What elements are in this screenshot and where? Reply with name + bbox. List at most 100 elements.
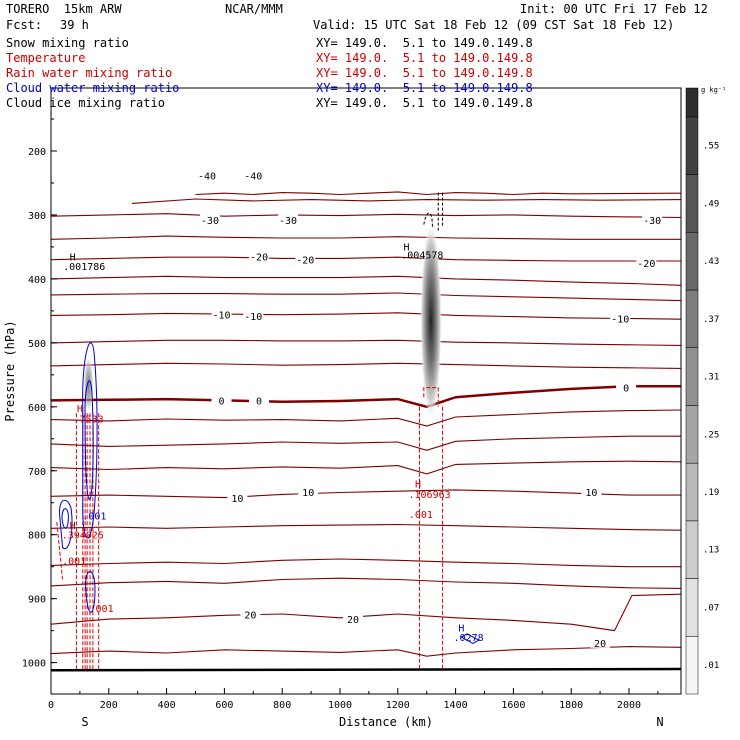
temperature-contour [50,292,682,302]
colorbar-segment [685,578,699,637]
maximum-label: H [403,242,409,253]
temperature-label: 0 [256,396,262,407]
temperature-label: 0 [623,384,629,395]
y-tick-label: 800 [28,531,46,542]
y-tick-label: 900 [28,595,46,606]
maximum-label: H [77,404,83,415]
x-tick-label: 1800 [559,700,583,711]
colorbar-level-label: .19 [703,488,719,498]
temperature-contour [50,577,682,589]
rain-contour [56,521,64,580]
colorbar: .01 .07 .13 .19 .25 .31 .37 .43 .49 .55 g kg⁻¹ [685,86,726,695]
maximum-label: .001 [409,510,433,521]
axes: 0 200 400 600 800 1000 1200 1400 1600 1800 2000200… [3,87,682,729]
temperature-label: -40 [198,171,216,182]
maximum-label: H [70,253,76,264]
temperature-contour [50,339,682,346]
cloud-water-contour [61,508,69,529]
field-name-cloud-water: Cloud water mixing ratio [6,81,180,95]
colorbar-level-label: .37 [703,315,719,325]
maximum-label: .7533 [74,414,104,425]
y-tick-label: 1000 [22,659,46,670]
init-time: Init: 00 UTC Fri 17 Feb 12 [520,2,708,16]
maximum-label: .001 [62,556,86,567]
snow-mixing-ratio-field [83,192,444,421]
colorbar-level-label: .07 [703,603,719,613]
temperature-contour [50,385,681,409]
temperature-contour [50,435,681,451]
colorbar-level-label: .43 [703,257,719,267]
temperature-contour [50,275,682,286]
temperature-contour [195,191,682,196]
temperature-label: -20 [250,253,268,264]
temperature-label: -30 [201,216,219,227]
contour-labels: -40 -40 -30 -30 -30 -20 -20 -20 -10 -10 -10 0 0 0 10 10… [62,169,663,650]
x-tick-label: 200 [100,700,118,711]
field-coords-temperature: XY= 149.0. 5.1 to 149.0.149.8 [316,51,533,65]
x-tick-label: 0 [48,700,54,711]
temperature-contour [50,489,681,499]
temperature-label: 0 [218,396,224,407]
field-coords-cloud-water: XY= 149.0. 5.1 to 149.0.149.8 [316,81,533,95]
snow-core-1300km [420,220,443,421]
maximum-label: .0278 [454,633,484,644]
cloud-water-contour [82,342,98,539]
cloud-water-contours [59,342,480,644]
temperature-contour [50,312,682,320]
field-coords-snow: XY= 149.0. 5.1 to 149.0.149.8 [316,36,533,50]
y-axis-label: Pressure (hPa) [3,320,17,421]
temperature-contour [50,460,682,475]
temperature-contour [50,213,682,219]
x-tick-label: 1200 [386,700,410,711]
cloud-water-contour [84,380,94,501]
temperature-label: 20 [244,611,256,622]
snow-core-130km [83,356,94,413]
field-coords-rain: XY= 149.0. 5.1 to 149.0.149.8 [316,66,533,80]
plot-frame [50,87,682,695]
temperature-contours [50,191,682,672]
field-name-snow: Snow mixing ratio [6,36,129,50]
maximum-label: .394025 [62,531,104,542]
temperature-label: -30 [643,216,661,227]
temperature-contour [50,235,681,240]
temperature-label: 20 [594,639,606,650]
colorbar-segment [685,520,699,579]
temperature-label: -40 [244,171,262,182]
temperature-contour [50,362,682,369]
temperature-contour [50,409,682,427]
y-tick-label: 200 [28,147,46,158]
maximum-label: .001 [90,604,114,615]
north-label: N [656,715,663,729]
x-tick-label: 600 [215,700,233,711]
y-tick-label: 300 [28,211,46,222]
center-label: NCAR/MMM [225,2,283,16]
x-tick-label: 1000 [328,700,352,711]
colorbar-segment [685,405,699,464]
temperature-contour [131,198,682,204]
maximum-label: H [70,521,76,532]
maximum-label: H [458,623,464,634]
temperature-contour [50,256,681,262]
temperature-label: 10 [585,488,597,499]
colorbar-level-label: .49 [703,199,719,209]
colorbar-level-label: .31 [703,373,719,383]
cloud-water-contour [59,499,73,550]
x-tick-label: 400 [158,700,176,711]
cloud-water-contour [460,633,480,644]
y-tick-label: 400 [28,275,46,286]
colorbar-segment [685,116,699,175]
temperature-contour [50,646,682,657]
colorbar-level-label: .55 [703,142,719,152]
colorbar-segment [685,347,699,406]
south-label: S [81,715,88,729]
model-title: TORERO 15km ARW [6,2,122,16]
maximum-label: H [415,480,421,491]
temperature-label: -20 [296,256,314,267]
field-coords-cloud-ice: XY= 149.0. 5.1 to 149.0.149.8 [316,96,533,110]
maximum-label: .004578 [401,251,443,262]
x-tick-label: 1400 [444,700,468,711]
valid-time: Valid: 15 UTC Sat 18 Feb 12 (09 CST Sat … [313,18,675,32]
colorbar-segment [685,174,699,233]
temperature-label: -20 [637,259,655,270]
